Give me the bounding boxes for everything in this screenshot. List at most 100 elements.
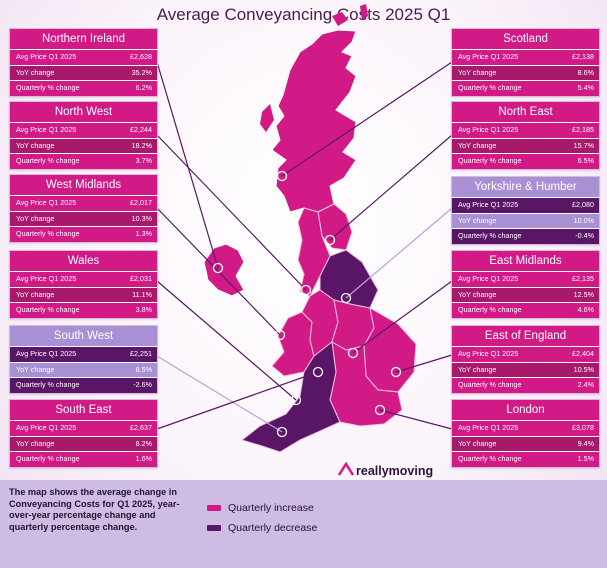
avg-price-value: £2,185 xyxy=(572,125,594,134)
row-label: YoY change xyxy=(458,289,497,299)
yoy-row: YoY change 8.5% xyxy=(10,362,157,377)
avg-price-row: Avg Price Q1 2025 £2,251 xyxy=(10,347,157,362)
quarterly-value: -0.4% xyxy=(575,231,594,240)
row-label: YoY change xyxy=(16,67,55,77)
quarterly-row: Quarterly % change 2.4% xyxy=(452,378,599,393)
hebrides-islands xyxy=(260,104,274,132)
avg-price-row: Avg Price Q1 2025 £2,244 xyxy=(10,123,157,138)
yoy-row: YoY change 8.6% xyxy=(452,65,599,80)
connector-south-west xyxy=(156,355,283,433)
quarterly-row: Quarterly % change 5.4% xyxy=(452,81,599,96)
marker-south-west xyxy=(276,426,288,438)
card-scotland: Scotland Avg Price Q1 2025 £2,138 YoY cha… xyxy=(451,28,600,97)
region-markers xyxy=(212,170,402,438)
marker-scotland xyxy=(276,170,288,182)
row-label: Quarterly % change xyxy=(16,305,80,314)
row-label: YoY change xyxy=(16,364,55,374)
card-title: South West xyxy=(10,326,157,346)
quarterly-row: Quarterly % change -0.4% xyxy=(452,229,599,244)
row-label: Avg Price Q1 2025 xyxy=(16,52,77,61)
quarterly-row: Quarterly % change 1.6% xyxy=(10,452,157,467)
quarterly-value: 6.2% xyxy=(135,83,152,92)
brand-logo: reallymoving xyxy=(338,462,433,478)
legend-panel: The map shows the average change in Conv… xyxy=(0,480,607,568)
row-label: YoY change xyxy=(16,438,55,448)
card-title: North West xyxy=(10,102,157,122)
quarterly-row: Quarterly % change 1.3% xyxy=(10,227,157,242)
card-london: London Avg Price Q1 2025 £3,078 YoY chang… xyxy=(451,399,600,468)
card-yorkshire-humber: Yorkshire & Humber Avg Price Q1 2025 £2,0… xyxy=(451,176,600,245)
quarterly-row: Quarterly % change 1.5% xyxy=(452,452,599,467)
row-label: YoY change xyxy=(16,140,55,150)
legend-increase: Quarterly increase xyxy=(207,502,314,514)
yoy-value: 10.5% xyxy=(573,364,594,374)
quarterly-value: 6.5% xyxy=(577,156,594,165)
increase-swatch xyxy=(207,505,221,511)
row-label: YoY change xyxy=(16,289,55,299)
avg-price-value: £2,244 xyxy=(130,125,152,134)
region-north-east xyxy=(317,203,353,251)
card-title: Wales xyxy=(10,251,157,271)
row-label: Avg Price Q1 2025 xyxy=(458,200,519,209)
yoy-value: 10.3% xyxy=(131,213,152,223)
row-label: Quarterly % change xyxy=(458,454,522,463)
connector-south-east xyxy=(156,371,319,430)
quarterly-value: 2.4% xyxy=(577,380,594,389)
shetland-islands xyxy=(360,4,368,20)
card-west-midlands: West Midlands Avg Price Q1 2025 £2,017 Yo… xyxy=(9,174,158,243)
row-label: YoY change xyxy=(458,364,497,374)
yoy-row: YoY change 8.2% xyxy=(10,436,157,451)
quarterly-value: 3.7% xyxy=(135,156,152,165)
avg-price-value: £2,404 xyxy=(572,349,594,358)
avg-price-row: Avg Price Q1 2025 £2,628 xyxy=(10,50,157,65)
row-label: YoY change xyxy=(16,213,55,223)
yoy-row: YoY change 10.0% xyxy=(452,213,599,228)
marker-east-midlands xyxy=(347,347,359,359)
quarterly-row: Quarterly % change 6.2% xyxy=(10,81,157,96)
quarterly-value: 3.8% xyxy=(135,305,152,314)
card-title: London xyxy=(452,400,599,420)
yoy-value: 18.2% xyxy=(131,140,152,150)
card-title: Northern Ireland xyxy=(10,29,157,49)
region-shapes xyxy=(203,4,417,453)
card-title: Yorkshire & Humber xyxy=(452,177,599,197)
house-roof-icon xyxy=(338,462,354,476)
row-label: YoY change xyxy=(458,215,497,225)
avg-price-value: £2,251 xyxy=(130,349,152,358)
legend-description: The map shows the average change in Conv… xyxy=(9,487,180,532)
avg-price-row: Avg Price Q1 2025 £2,135 xyxy=(452,272,599,287)
uk-map xyxy=(156,4,453,453)
yoy-row: YoY change 11.1% xyxy=(10,287,157,302)
connector-east-of-england xyxy=(395,354,453,373)
card-east-midlands: East Midlands Avg Price Q1 2025 £2,135 Yo… xyxy=(451,250,600,319)
avg-price-row: Avg Price Q1 2025 £2,404 xyxy=(452,347,599,362)
avg-price-value: £2,637 xyxy=(130,423,152,432)
avg-price-row: Avg Price Q1 2025 £2,185 xyxy=(452,123,599,138)
connector-east-midlands xyxy=(352,280,453,354)
avg-price-row: Avg Price Q1 2025 £2,017 xyxy=(10,196,157,211)
marker-northern-ireland xyxy=(212,262,224,274)
marker-north-east xyxy=(324,234,336,246)
quarterly-value: 5.4% xyxy=(577,83,594,92)
marker-wales xyxy=(290,394,302,406)
quarterly-value: 1.3% xyxy=(135,229,152,238)
quarterly-row: Quarterly % change 3.8% xyxy=(10,303,157,318)
quarterly-row: Quarterly % change -2.6% xyxy=(10,378,157,393)
row-label: YoY change xyxy=(458,140,497,150)
row-label: Avg Price Q1 2025 xyxy=(458,423,519,432)
yoy-value: 9.4% xyxy=(577,438,594,448)
row-label: Quarterly % change xyxy=(458,305,522,314)
decrease-label: Quarterly decrease xyxy=(228,522,318,534)
card-north-east: North East Avg Price Q1 2025 £2,185 YoY c… xyxy=(451,101,600,170)
avg-price-value: £2,080 xyxy=(572,200,594,209)
row-label: Quarterly % change xyxy=(458,83,522,92)
avg-price-value: £2,017 xyxy=(130,198,152,207)
marker-yorkshire-humber xyxy=(340,292,352,304)
marker-south-east xyxy=(312,366,324,378)
quarterly-value: -2.6% xyxy=(133,380,152,389)
card-title: South East xyxy=(10,400,157,420)
avg-price-value: £2,135 xyxy=(572,274,594,283)
orkney-islands xyxy=(332,12,348,26)
row-label: Avg Price Q1 2025 xyxy=(458,349,519,358)
